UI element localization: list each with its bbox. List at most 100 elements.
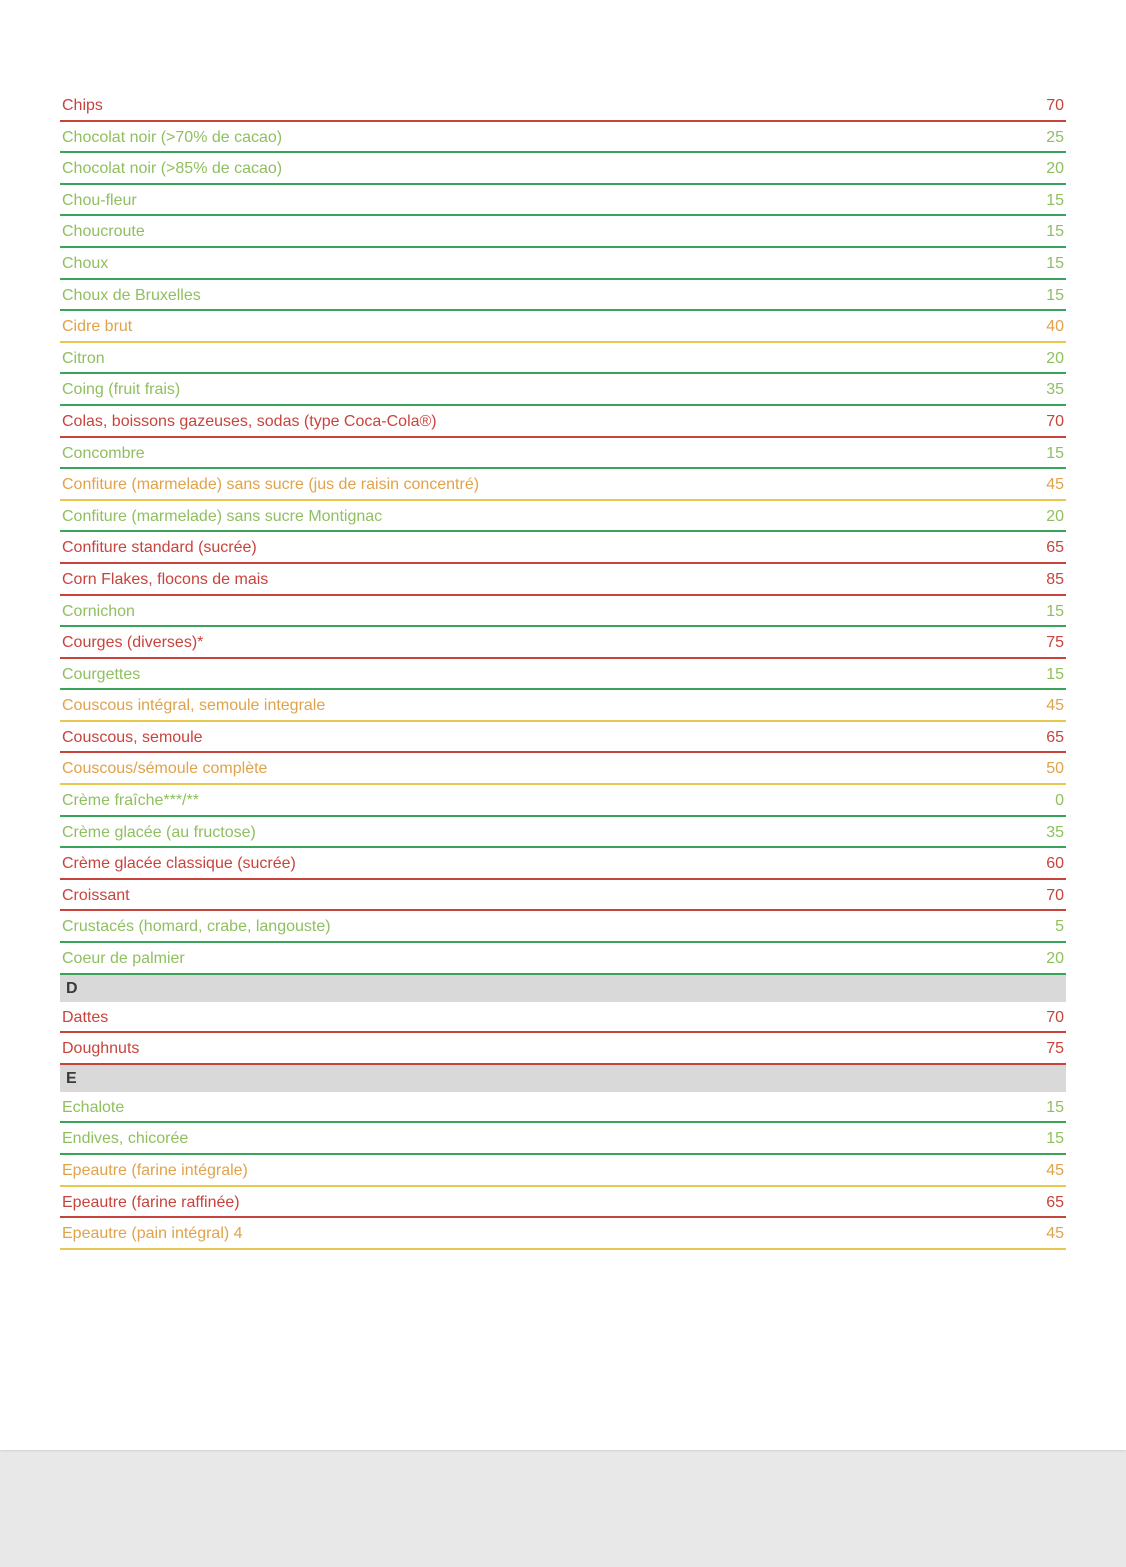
gi-value: 50 bbox=[1036, 758, 1064, 780]
food-name: Doughnuts bbox=[62, 1038, 1036, 1060]
gi-value: 45 bbox=[1036, 1160, 1064, 1182]
gi-value: 15 bbox=[1036, 190, 1064, 212]
food-name: Coeur de palmier bbox=[62, 948, 1036, 970]
food-name: Chocolat noir (>70% de cacao) bbox=[62, 127, 1036, 149]
table-row: Epeautre (farine intégrale)45 bbox=[60, 1155, 1066, 1187]
gi-value: 45 bbox=[1036, 1223, 1064, 1245]
food-name: Cidre brut bbox=[62, 316, 1036, 338]
gi-value: 15 bbox=[1036, 601, 1064, 623]
table-row: Crème glacée classique (sucrée)60 bbox=[60, 848, 1066, 880]
table-row: Courges (diverses)*75 bbox=[60, 627, 1066, 659]
gi-value: 20 bbox=[1036, 948, 1064, 970]
table-row: Chou-fleur15 bbox=[60, 185, 1066, 217]
table-row: Chocolat noir (>70% de cacao)25 bbox=[60, 122, 1066, 154]
gi-value: 70 bbox=[1036, 95, 1064, 117]
food-name: Epeautre (farine intégrale) bbox=[62, 1160, 1036, 1182]
table-row: Crème fraîche***/**0 bbox=[60, 785, 1066, 817]
food-name: Chocolat noir (>85% de cacao) bbox=[62, 158, 1036, 180]
gi-value: 15 bbox=[1036, 443, 1064, 465]
food-name: Dattes bbox=[62, 1007, 1036, 1029]
table-row: Chocolat noir (>85% de cacao)20 bbox=[60, 153, 1066, 185]
food-name: Confiture (marmelade) sans sucre (jus de… bbox=[62, 474, 1036, 496]
food-name: Epeautre (pain intégral) 4 bbox=[62, 1223, 1036, 1245]
food-name: Confiture standard (sucrée) bbox=[62, 537, 1036, 559]
gi-value: 65 bbox=[1036, 1192, 1064, 1214]
table-row: Colas, boissons gazeuses, sodas (type Co… bbox=[60, 406, 1066, 438]
food-name: Choux de Bruxelles bbox=[62, 285, 1036, 307]
gi-value: 15 bbox=[1036, 221, 1064, 243]
food-name: Courges (diverses)* bbox=[62, 632, 1036, 654]
table-row: Confiture standard (sucrée)65 bbox=[60, 532, 1066, 564]
table-row: Dattes70 bbox=[60, 1002, 1066, 1034]
food-name: Coing (fruit frais) bbox=[62, 379, 1036, 401]
gi-value: 20 bbox=[1036, 348, 1064, 370]
gi-value: 15 bbox=[1036, 664, 1064, 686]
gi-value: 60 bbox=[1036, 853, 1064, 875]
food-name: Epeautre (farine raffinée) bbox=[62, 1192, 1036, 1214]
gi-value: 15 bbox=[1036, 1128, 1064, 1150]
food-name: Crème glacée classique (sucrée) bbox=[62, 853, 1036, 875]
gi-value: 70 bbox=[1036, 885, 1064, 907]
gi-table: Chips70Chocolat noir (>70% de cacao)25Ch… bbox=[0, 0, 1126, 1450]
table-row: Choucroute15 bbox=[60, 216, 1066, 248]
gi-value: 5 bbox=[1045, 916, 1064, 938]
gi-value: 75 bbox=[1036, 1038, 1064, 1060]
table-row: Epeautre (farine raffinée)65 bbox=[60, 1187, 1066, 1219]
table-row: Choux de Bruxelles15 bbox=[60, 280, 1066, 312]
gi-value: 75 bbox=[1036, 632, 1064, 654]
gi-value: 65 bbox=[1036, 537, 1064, 559]
table-row: Choux15 bbox=[60, 248, 1066, 280]
gi-value: 65 bbox=[1036, 727, 1064, 749]
gi-value: 45 bbox=[1036, 474, 1064, 496]
gi-value: 25 bbox=[1036, 127, 1064, 149]
food-name: Cornichon bbox=[62, 601, 1036, 623]
food-name: Courgettes bbox=[62, 664, 1036, 686]
table-row: Crème glacée (au fructose)35 bbox=[60, 817, 1066, 849]
table-row: Couscous intégral, semoule integrale45 bbox=[60, 690, 1066, 722]
table-row: Couscous, semoule65 bbox=[60, 722, 1066, 754]
table-row: Couscous/sémoule complète50 bbox=[60, 753, 1066, 785]
food-name: Crème fraîche***/** bbox=[62, 790, 1045, 812]
gi-value: 15 bbox=[1036, 253, 1064, 275]
table-row: Coeur de palmier20 bbox=[60, 943, 1066, 975]
food-name: Corn Flakes, flocons de mais bbox=[62, 569, 1036, 591]
gi-value: 45 bbox=[1036, 695, 1064, 717]
food-name: Choucroute bbox=[62, 221, 1036, 243]
table-row: Cidre brut40 bbox=[60, 311, 1066, 343]
table-row: Confiture (marmelade) sans sucre Montign… bbox=[60, 501, 1066, 533]
food-name: Concombre bbox=[62, 443, 1036, 465]
section-header: E bbox=[60, 1065, 1066, 1092]
table-row: Doughnuts75 bbox=[60, 1033, 1066, 1065]
section-header: D bbox=[60, 975, 1066, 1002]
food-name: Couscous/sémoule complète bbox=[62, 758, 1036, 780]
food-name: Crustacés (homard, crabe, langouste) bbox=[62, 916, 1045, 938]
food-name: Citron bbox=[62, 348, 1036, 370]
table-row: Courgettes15 bbox=[60, 659, 1066, 691]
gi-value: 20 bbox=[1036, 506, 1064, 528]
table-row: Cornichon15 bbox=[60, 596, 1066, 628]
gi-value: 15 bbox=[1036, 1097, 1064, 1119]
table-row: Endives, chicorée15 bbox=[60, 1123, 1066, 1155]
food-name: Choux bbox=[62, 253, 1036, 275]
food-name: Colas, boissons gazeuses, sodas (type Co… bbox=[62, 411, 1036, 433]
food-name: Couscous, semoule bbox=[62, 727, 1036, 749]
gi-value: 20 bbox=[1036, 158, 1064, 180]
table-row: Coing (fruit frais)35 bbox=[60, 374, 1066, 406]
table-row: Epeautre (pain intégral) 445 bbox=[60, 1218, 1066, 1250]
gi-value: 40 bbox=[1036, 316, 1064, 338]
food-name: Chou-fleur bbox=[62, 190, 1036, 212]
table-row: Corn Flakes, flocons de mais85 bbox=[60, 564, 1066, 596]
food-name: Crème glacée (au fructose) bbox=[62, 822, 1036, 844]
food-name: Endives, chicorée bbox=[62, 1128, 1036, 1150]
gi-value: 0 bbox=[1045, 790, 1064, 812]
gi-value: 70 bbox=[1036, 411, 1064, 433]
food-name: Chips bbox=[62, 95, 1036, 117]
food-name: Echalote bbox=[62, 1097, 1036, 1119]
gi-value: 70 bbox=[1036, 1007, 1064, 1029]
table-row: Citron20 bbox=[60, 343, 1066, 375]
gi-value: 35 bbox=[1036, 822, 1064, 844]
table-row: Chips70 bbox=[60, 90, 1066, 122]
food-name: Confiture (marmelade) sans sucre Montign… bbox=[62, 506, 1036, 528]
gi-value: 15 bbox=[1036, 285, 1064, 307]
gi-value: 85 bbox=[1036, 569, 1064, 591]
